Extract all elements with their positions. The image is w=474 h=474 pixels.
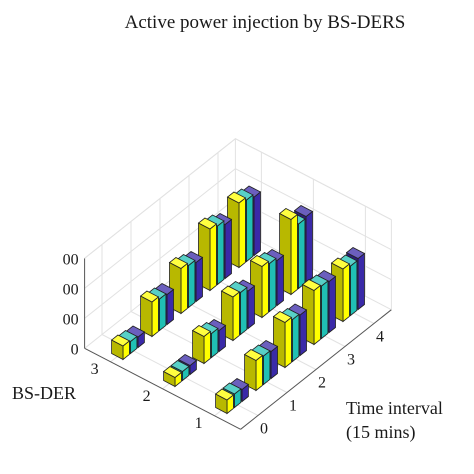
x-axis-label-line2: (15 mins) — [346, 422, 416, 443]
bar-g6-s0 — [191, 325, 212, 365]
bar-front-face — [292, 313, 300, 363]
bar-front-face — [238, 197, 246, 269]
bar-top-face — [226, 191, 247, 204]
x-tick-label: 3 — [347, 352, 355, 369]
bar-g1-s0 — [139, 290, 160, 338]
bar-top-face — [177, 354, 198, 366]
bar-front-face — [290, 213, 298, 296]
x-tick-label: 4 — [376, 329, 384, 346]
bar-g11-s0 — [243, 349, 264, 392]
bar-front-face — [253, 191, 261, 257]
z-tick-label: 0 — [71, 341, 79, 358]
bar-front-face — [151, 296, 159, 338]
bar-g0-s0 — [110, 334, 131, 361]
bar-front-face — [246, 194, 254, 263]
bar-top-face — [162, 366, 183, 378]
x-axis-label-line1: Time interval — [346, 398, 443, 418]
z-tick-label: 00 — [63, 251, 79, 268]
bar-layer — [110, 185, 366, 415]
bar-top-face — [197, 217, 218, 230]
bar-front-face — [180, 262, 188, 315]
bar-front-face — [357, 252, 365, 311]
bar-front-face — [159, 293, 167, 332]
bar-front-face — [209, 223, 217, 292]
bar-front-face — [166, 288, 174, 326]
bar-g2-s0 — [168, 257, 189, 315]
bar-front-face — [255, 354, 263, 392]
bar-top-face — [220, 285, 241, 298]
bar-side-face — [140, 295, 153, 338]
bar-front-face — [188, 259, 196, 309]
bar-front-face — [284, 316, 292, 369]
bar-top-face — [191, 325, 212, 337]
bar-g10-s0 — [214, 388, 235, 415]
bar-g5-s0 — [162, 366, 183, 388]
bar-front-face — [224, 218, 232, 280]
bar-front-face — [299, 309, 307, 357]
bar-top-face — [222, 382, 242, 395]
bar-front-face — [305, 210, 313, 284]
bar-top-face — [278, 208, 299, 220]
bar-front-face — [263, 350, 271, 386]
y-tick-label: 2 — [143, 388, 151, 405]
bar-front-face — [247, 285, 255, 330]
bar-top-face — [170, 360, 190, 372]
chart-title: Active power injection by BS-DERS — [125, 12, 406, 33]
bar-top-face — [330, 257, 351, 270]
bar-top-face — [249, 255, 270, 267]
bar-front-face — [269, 257, 277, 313]
bar-top-face — [293, 205, 314, 217]
bar-front-face — [195, 256, 203, 303]
x-tick-label: 1 — [289, 398, 297, 415]
y-axis-label: BS-DER — [12, 383, 76, 403]
bar-top-face — [272, 311, 293, 323]
bar-front-face — [298, 218, 306, 290]
bar-front-face — [270, 345, 278, 380]
bar-front-face — [342, 263, 350, 323]
bar-front-face — [240, 286, 248, 336]
z-tick-label: 00 — [63, 281, 79, 298]
z-tick-label: 00 — [63, 311, 79, 328]
bar-top-face — [139, 290, 160, 303]
x-tick-label: 2 — [318, 375, 326, 392]
bar-top-face — [345, 247, 366, 259]
bar-front-face — [217, 220, 225, 286]
bar-front-face — [261, 260, 269, 319]
bar-front-face — [232, 291, 240, 342]
y-tick-label: 1 — [195, 415, 203, 432]
y-tick-label: 3 — [91, 361, 99, 378]
bar-front-face — [313, 284, 321, 346]
bar-front-face — [321, 280, 329, 340]
bar-top-face — [301, 279, 322, 291]
bar-front-face — [276, 254, 284, 307]
bar-top-face — [168, 257, 189, 269]
x-tick-label: 0 — [260, 421, 268, 438]
bar-top-face — [243, 349, 264, 361]
bar-g13-s0 — [301, 279, 322, 346]
bar-top-face — [110, 334, 131, 347]
bar-front-face — [328, 275, 336, 334]
bar-top-face — [214, 388, 235, 401]
bar-front-face — [350, 260, 358, 317]
